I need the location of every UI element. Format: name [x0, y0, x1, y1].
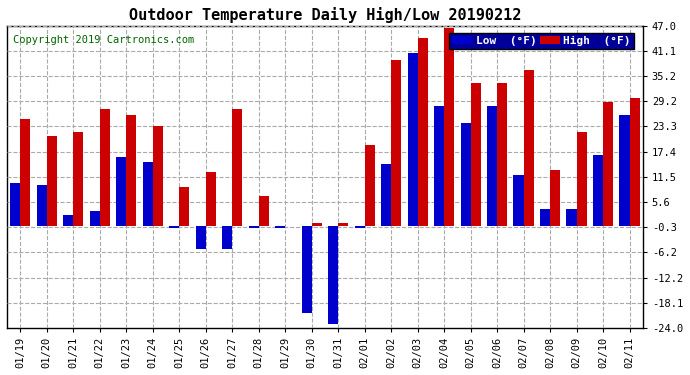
Bar — [566, 209, 577, 226]
Bar — [434, 106, 444, 226]
Bar — [248, 226, 259, 228]
Bar — [497, 83, 507, 226]
Bar — [37, 185, 47, 226]
Bar — [90, 211, 99, 226]
Bar — [152, 126, 163, 226]
Bar — [540, 209, 550, 226]
Bar — [444, 28, 454, 226]
Bar — [222, 226, 232, 249]
Bar — [259, 196, 268, 226]
Bar — [116, 158, 126, 226]
Bar — [381, 164, 391, 226]
Bar — [620, 115, 629, 226]
Bar — [169, 226, 179, 228]
Bar — [487, 106, 497, 226]
Bar — [302, 226, 312, 313]
Bar — [550, 170, 560, 226]
Bar — [364, 145, 375, 226]
Bar — [47, 136, 57, 226]
Bar — [10, 183, 20, 226]
Title: Outdoor Temperature Daily High/Low 20190212: Outdoor Temperature Daily High/Low 20190… — [128, 7, 521, 23]
Bar — [63, 215, 73, 226]
Legend: Low  (°F), High  (°F): Low (°F), High (°F) — [449, 33, 634, 49]
Bar — [328, 226, 338, 324]
Bar — [126, 115, 136, 226]
Bar — [471, 83, 481, 226]
Bar — [524, 70, 533, 226]
Bar — [206, 172, 216, 226]
Bar — [629, 98, 640, 226]
Bar — [99, 108, 110, 226]
Bar — [577, 132, 586, 226]
Bar — [20, 119, 30, 226]
Bar — [275, 226, 285, 228]
Bar — [312, 224, 322, 226]
Bar — [408, 53, 417, 226]
Bar — [391, 60, 401, 226]
Bar — [355, 226, 364, 228]
Bar — [232, 108, 242, 226]
Bar — [338, 224, 348, 226]
Bar — [417, 38, 428, 226]
Bar — [73, 132, 83, 226]
Bar — [513, 174, 524, 226]
Bar — [603, 102, 613, 226]
Bar — [195, 226, 206, 249]
Bar — [593, 155, 603, 226]
Bar — [460, 123, 471, 226]
Text: Copyright 2019 Cartronics.com: Copyright 2019 Cartronics.com — [13, 34, 195, 45]
Bar — [179, 187, 189, 226]
Bar — [143, 162, 152, 226]
